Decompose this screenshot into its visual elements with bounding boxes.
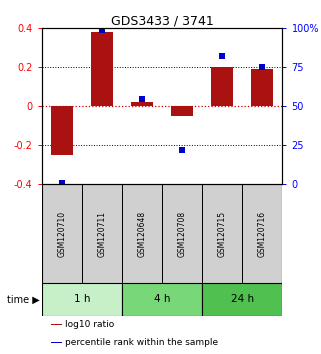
Text: GSM120708: GSM120708	[178, 211, 187, 257]
Bar	[51, 342, 62, 343]
Bar	[162, 184, 202, 282]
Point	[100, 27, 105, 33]
Bar	[242, 184, 282, 282]
Title: GDS3433 / 3741: GDS3433 / 3741	[111, 14, 213, 27]
Bar	[51, 107, 73, 155]
Bar	[171, 107, 193, 116]
Bar	[51, 324, 62, 325]
Text: time ▶: time ▶	[6, 294, 39, 304]
Text: GSM120711: GSM120711	[97, 211, 107, 257]
Bar	[202, 282, 282, 316]
Bar	[211, 67, 233, 107]
Bar	[82, 184, 122, 282]
Bar	[91, 32, 113, 107]
Bar	[251, 69, 273, 107]
Text: GSM120648: GSM120648	[137, 211, 147, 257]
Text: GSM120715: GSM120715	[218, 211, 227, 257]
Text: log10 ratio: log10 ratio	[65, 320, 114, 329]
Text: 1 h: 1 h	[74, 294, 90, 304]
Text: GSM120710: GSM120710	[57, 211, 66, 257]
Text: 4 h: 4 h	[154, 294, 170, 304]
Point	[220, 53, 225, 59]
Bar	[131, 103, 153, 107]
Bar	[202, 184, 242, 282]
Text: percentile rank within the sample: percentile rank within the sample	[65, 338, 218, 347]
Point	[59, 180, 64, 186]
Bar	[122, 184, 162, 282]
Point	[260, 64, 265, 70]
Text: GSM120716: GSM120716	[258, 211, 267, 257]
Point	[140, 96, 145, 101]
Point	[180, 147, 185, 153]
Bar	[42, 184, 82, 282]
Bar	[42, 282, 122, 316]
Bar	[122, 282, 202, 316]
Text: 24 h: 24 h	[231, 294, 254, 304]
